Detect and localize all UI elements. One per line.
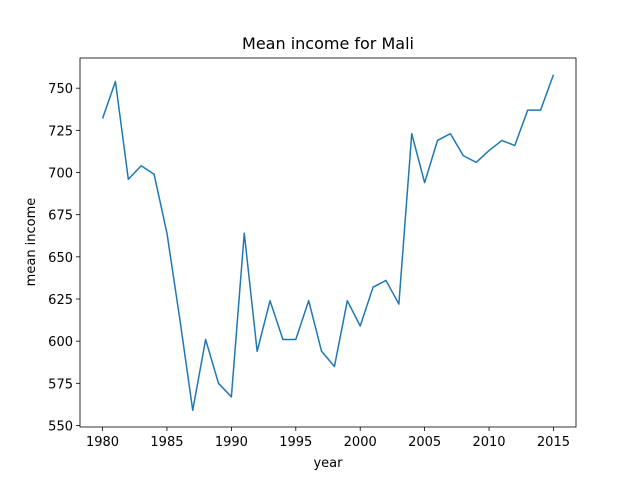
y-tick-label: 575	[48, 377, 73, 392]
x-tick-label: 1990	[215, 435, 248, 450]
x-tick-label: 2010	[472, 435, 505, 450]
y-tick-label: 725	[48, 124, 73, 139]
x-tick-label: 2000	[344, 435, 377, 450]
x-tick-label: 1980	[86, 435, 119, 450]
x-tick-label: 2015	[537, 435, 570, 450]
x-tick-label: 1995	[279, 435, 312, 450]
x-tick-label: 2005	[408, 435, 441, 450]
y-tick-label: 600	[48, 335, 73, 350]
y-tick-label: 675	[48, 209, 73, 224]
y-tick-label: 700	[48, 167, 73, 182]
y-tick-label: 650	[48, 251, 73, 266]
data-line	[101, 74, 555, 412]
y-axis-label: mean income	[24, 198, 39, 287]
y-tick-label: 625	[48, 293, 73, 308]
plot-frame	[79, 57, 577, 428]
y-tick-label: 550	[48, 419, 73, 434]
x-axis-label: year	[313, 456, 343, 471]
y-tick-label: 750	[48, 82, 73, 97]
x-tick-label: 1985	[150, 435, 183, 450]
chart-title: Mean income for Mali	[242, 34, 414, 53]
